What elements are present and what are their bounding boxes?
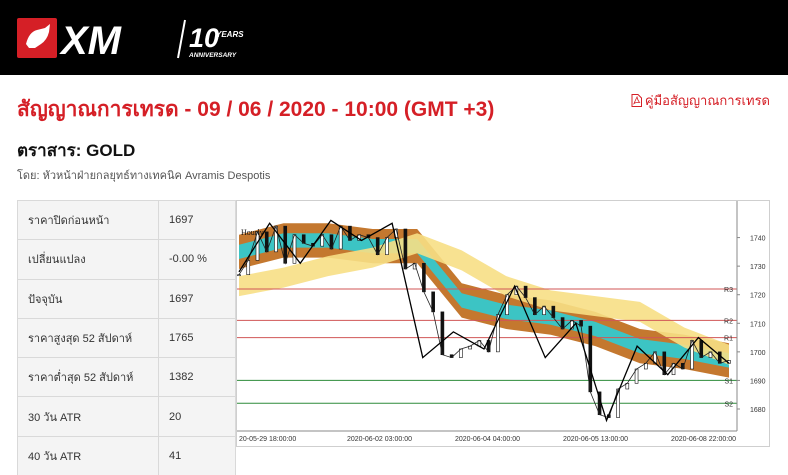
stat-value: 1697 (158, 199, 236, 241)
y-tick-label: 1700 (750, 350, 766, 357)
band-slow (239, 233, 729, 365)
bull-icon (26, 24, 50, 48)
stat-label: เปลี่ยนแปลง (17, 239, 159, 280)
stat-value: 20 (158, 396, 236, 437)
stat-value: 1382 (158, 357, 236, 398)
y-tick-label: 1690 (750, 378, 766, 385)
x-tick-label: 2020-06-05 13:00:00 (563, 436, 628, 443)
y-tick-label: 1710 (750, 321, 766, 328)
level-label: R3 (724, 287, 733, 294)
stat-value: 1697 (158, 278, 236, 319)
stats-row: ราคาต่ำสุด 52 สัปดาห์ 1382 (17, 357, 236, 398)
stat-value: 1765 (158, 317, 236, 359)
logo-divider (177, 19, 186, 59)
zigzag-line (238, 219, 730, 423)
stat-value: 41 (158, 435, 236, 475)
instrument-title: ตราสาร: GOLD (17, 141, 136, 160)
x-tick-label: 2020-06-04 04:00:00 (455, 436, 520, 443)
anniversary-number: 10 (189, 23, 219, 53)
y-tick-label: 1740 (750, 236, 766, 243)
level-label: R1 (724, 336, 733, 343)
logo-text: XM (59, 19, 123, 62)
price-candle (237, 274, 241, 277)
stat-label: ราคาต่ำสุด 52 สัปดาห์ (17, 357, 159, 398)
stat-label: ปัจจุบัน (17, 278, 159, 319)
stats-row: ราคาสูงสุด 52 สัปดาห์ 1765 (17, 317, 236, 359)
pdf-icon (631, 94, 642, 107)
stats-row: 30 วัน ATR 20 (17, 396, 236, 437)
stats-row: ราคาปิดก่อนหน้า 1697 (17, 199, 236, 241)
page-title: สัญญาณการเทรด - 09 / 06 / 2020 - 10:00 (… (17, 98, 495, 121)
signal-guide-link[interactable]: คู่มือสัญญาณการเทรด (631, 90, 770, 111)
price-chart: R3 R2 R1 S1 S2 1740 1730 1720 1710 1700 1690 1680 20… (236, 200, 770, 447)
chart-canvas: R3 R2 R1 S1 S2 1740 1730 1720 1710 1700 1690 1680 20… (237, 201, 766, 443)
stats-row: เปลี่ยนแปลง -0.00 % (17, 239, 236, 280)
timeframe-label: Hourly (241, 228, 264, 237)
site-header: XM 10 YEARS ANNIVERSARY (0, 0, 788, 75)
years-label: YEARS (216, 30, 244, 39)
stats-row: ปัจจุบัน 1697 (17, 278, 236, 319)
y-tick-label: 1720 (750, 293, 766, 300)
band-inner (239, 233, 729, 368)
x-tick-label: 20-05-29 18:00:00 (239, 436, 296, 443)
level-label: S1 (724, 378, 733, 385)
stat-value: -0.00 % (158, 239, 236, 280)
x-tick-label: 2020-06-08 22:00:00 (671, 436, 736, 443)
stat-label: 40 วัน ATR (17, 435, 159, 475)
level-label: S2 (724, 401, 733, 408)
xm-logo[interactable]: XM 10 YEARS ANNIVERSARY (17, 14, 247, 62)
y-tick-label: 1680 (750, 407, 766, 414)
stat-label: 30 วัน ATR (17, 396, 159, 437)
stats-table: ราคาปิดก่อนหน้า 1697 เปลี่ยนแปลง -0.00 % ปัจ… (17, 199, 236, 475)
stats-row: 40 วัน ATR 41 (17, 435, 236, 475)
stat-label: ราคาปิดก่อนหน้า (17, 199, 159, 241)
anniversary-label: ANNIVERSARY (188, 52, 237, 59)
author-byline: โดย: หัวหน้าฝ่ายกลยุทธ์ทางเทคนิค Avramis… (17, 170, 271, 182)
price-line (238, 224, 730, 419)
level-label: R2 (724, 318, 733, 325)
y-tick-label: 1730 (750, 264, 766, 271)
x-tick-label: 2020-06-02 03:00:00 (347, 436, 412, 443)
signal-guide-label: คู่มือสัญญาณการเทรด (644, 93, 770, 108)
stat-label: ราคาสูงสุด 52 สัปดาห์ (17, 317, 159, 359)
